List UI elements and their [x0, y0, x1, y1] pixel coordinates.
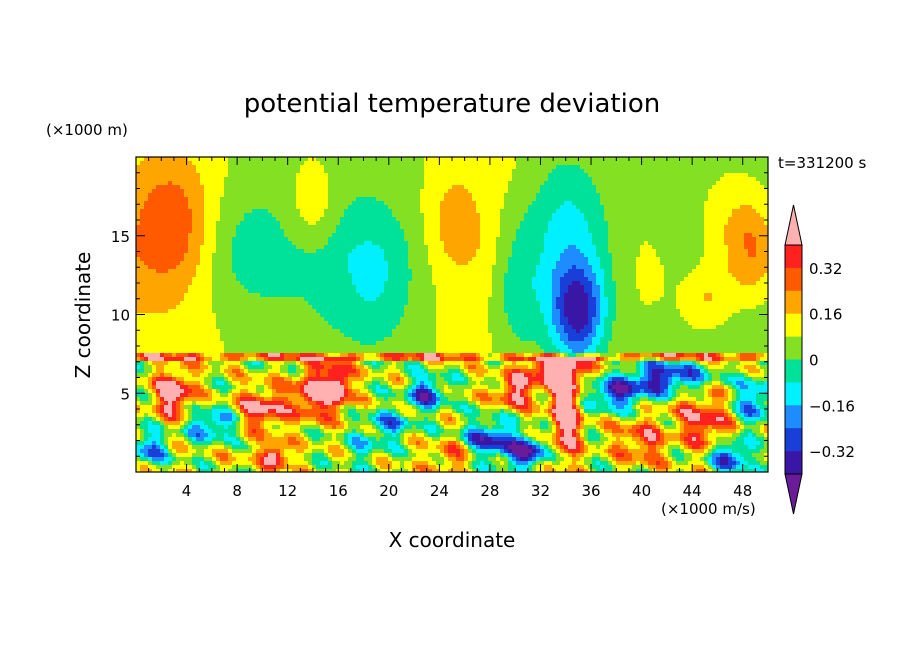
colorbar-extend-bottom — [784, 473, 803, 515]
x-tick-label: 28 — [480, 482, 499, 500]
x-tick-label: 16 — [329, 482, 348, 500]
x-unit-label: (×1000 m/s) — [661, 500, 756, 518]
colorbar: 0.32 0.16 0 −0.16 −0.32 — [784, 204, 855, 515]
colorbar-segment — [785, 245, 802, 269]
x-tick-label: 20 — [379, 482, 398, 500]
colorbar-segment — [785, 267, 802, 292]
x-tick-label: 8 — [232, 482, 242, 500]
colorbar-segment — [785, 428, 802, 452]
x-tick-label: 40 — [632, 482, 651, 500]
x-tick-label: 12 — [278, 482, 297, 500]
x-tick-label: 4 — [182, 482, 192, 500]
chart-title: potential temperature deviation — [244, 89, 660, 119]
x-tick-label: 44 — [683, 482, 702, 500]
x-axis-label: X coordinate — [389, 528, 516, 552]
colorbar-segment — [785, 451, 802, 475]
colorbar-segment — [785, 290, 802, 314]
x-tick-label: 48 — [733, 482, 752, 500]
y-tick-label: 10 — [111, 307, 130, 325]
time-label: t=331200 s — [778, 154, 866, 172]
y-tick-label: 5 — [120, 385, 130, 403]
y-axis-label: Z coordinate — [71, 252, 95, 379]
x-tick-label: 32 — [531, 482, 550, 500]
x-tick-label: 36 — [581, 482, 600, 500]
colorbar-label: 0.32 — [809, 260, 842, 278]
x-axis: 4 8 12 16 20 24 28 32 36 40 44 48 — [148, 157, 756, 500]
colorbar-label: 0 — [809, 352, 819, 370]
y-axis: 5 10 15 — [111, 172, 768, 457]
colorbar-segment — [785, 382, 802, 406]
colorbar-extend-top — [784, 204, 803, 246]
y-unit-label: (×1000 m) — [46, 121, 128, 139]
colorbar-label: 0.16 — [809, 306, 842, 324]
colorbar-segment — [785, 359, 802, 383]
colorbar-label: −0.16 — [809, 397, 855, 415]
colorbar-segment — [785, 336, 802, 360]
x-tick-label: 24 — [430, 482, 449, 500]
colorbar-segment — [785, 405, 802, 429]
contour-field — [136, 157, 768, 472]
y-tick-label: 15 — [111, 228, 130, 246]
colorbar-segment — [785, 313, 802, 337]
colorbar-label: −0.32 — [809, 443, 855, 461]
